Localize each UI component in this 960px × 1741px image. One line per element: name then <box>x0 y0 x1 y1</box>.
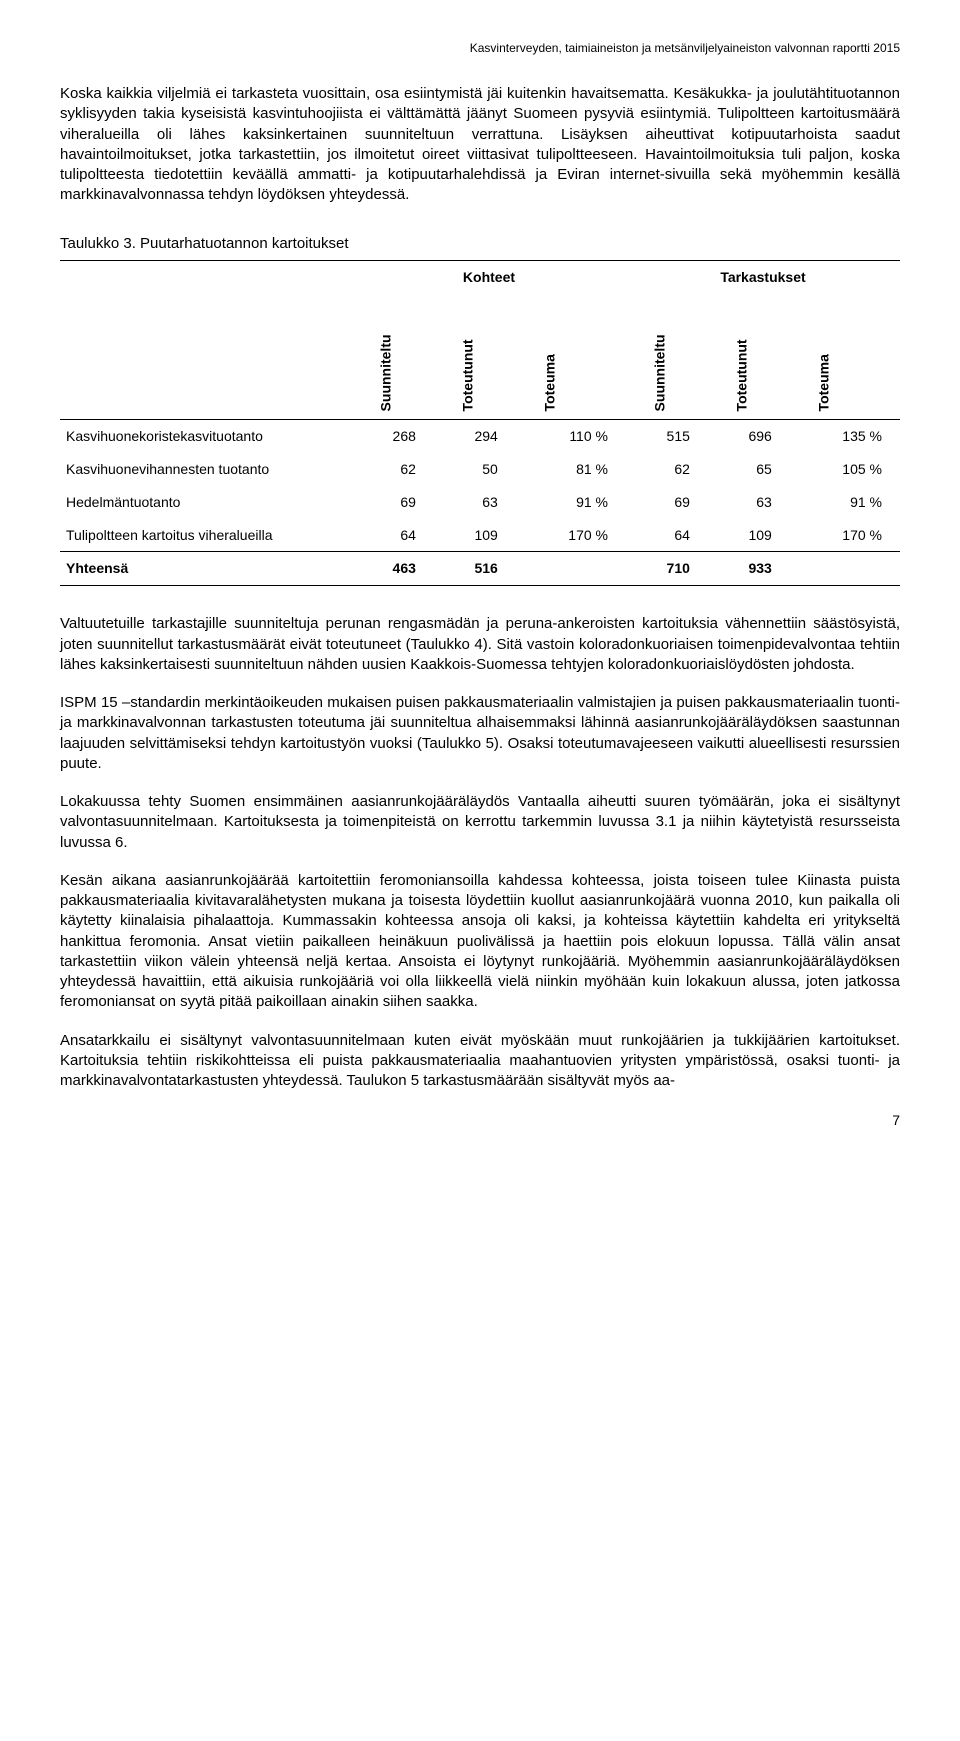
cell: 105 % <box>790 453 900 486</box>
cell: 62 <box>352 453 434 486</box>
cell: 170 % <box>516 519 626 552</box>
data-table: Kohteet Tarkastukset Suunniteltu Toteutu… <box>60 260 900 586</box>
cell: 91 % <box>790 486 900 519</box>
cell: 294 <box>434 419 516 452</box>
total-label: Yhteensä <box>60 552 352 586</box>
th-empty2 <box>60 294 352 420</box>
cell: 109 <box>708 519 790 552</box>
cell: 109 <box>434 519 516 552</box>
report-header: Kasvinterveyden, taimiaineiston ja metsä… <box>60 40 900 56</box>
cell: 696 <box>708 419 790 452</box>
row-label: Hedelmäntuotanto <box>60 486 352 519</box>
cell: 81 % <box>516 453 626 486</box>
cell: 69 <box>352 486 434 519</box>
th-suunniteltu-1: Suunniteltu <box>352 294 434 420</box>
cell: 64 <box>626 519 708 552</box>
th-toteuma-1: Toteuma <box>516 294 626 420</box>
table-row: Tulipoltteen kartoitus viheralueilla 64 … <box>60 519 900 552</box>
th-toteuma-2: Toteuma <box>790 294 900 420</box>
cell: 63 <box>434 486 516 519</box>
row-label: Kasvihuonevihannesten tuotanto <box>60 453 352 486</box>
th-toteutunut-1: Toteutunut <box>434 294 516 420</box>
paragraph-6: Ansatarkkailu ei sisältynyt valvontasuun… <box>60 1031 900 1092</box>
th-empty <box>60 260 352 293</box>
paragraph-2: Valtuutetuille tarkastajille suunniteltu… <box>60 614 900 675</box>
cell: 170 % <box>790 519 900 552</box>
paragraph-3: ISPM 15 –standardin merkintäoikeuden muk… <box>60 693 900 774</box>
paragraph-1: Koska kaikkia viljelmiä ei tarkasteta vu… <box>60 84 900 206</box>
cell: 516 <box>434 552 516 586</box>
cell: 69 <box>626 486 708 519</box>
cell: 933 <box>708 552 790 586</box>
th-group-kohteet: Kohteet <box>352 260 626 293</box>
cell: 62 <box>626 453 708 486</box>
table-row: Kasvihuonevihannesten tuotanto 62 50 81 … <box>60 453 900 486</box>
row-label: Tulipoltteen kartoitus viheralueilla <box>60 519 352 552</box>
cell <box>790 552 900 586</box>
th-suunniteltu-2: Suunniteltu <box>626 294 708 420</box>
cell: 268 <box>352 419 434 452</box>
table-total-row: Yhteensä 463 516 710 933 <box>60 552 900 586</box>
row-label: Kasvihuonekoristekasvituotanto <box>60 419 352 452</box>
cell: 463 <box>352 552 434 586</box>
cell: 135 % <box>790 419 900 452</box>
th-group-tarkastukset: Tarkastukset <box>626 260 900 293</box>
cell: 64 <box>352 519 434 552</box>
table-caption: Taulukko 3. Puutarhatuotannon kartoituks… <box>60 234 900 254</box>
page-number: 7 <box>60 1111 900 1130</box>
cell: 515 <box>626 419 708 452</box>
cell: 63 <box>708 486 790 519</box>
table-row: Hedelmäntuotanto 69 63 91 % 69 63 91 % <box>60 486 900 519</box>
table-row: Kasvihuonekoristekasvituotanto 268 294 1… <box>60 419 900 452</box>
cell <box>516 552 626 586</box>
cell: 91 % <box>516 486 626 519</box>
cell: 710 <box>626 552 708 586</box>
th-toteutunut-2: Toteutunut <box>708 294 790 420</box>
paragraph-5: Kesän aikana aasianrunkojäärää kartoitet… <box>60 871 900 1013</box>
cell: 110 % <box>516 419 626 452</box>
paragraph-4: Lokakuussa tehty Suomen ensimmäinen aasi… <box>60 792 900 853</box>
cell: 50 <box>434 453 516 486</box>
cell: 65 <box>708 453 790 486</box>
